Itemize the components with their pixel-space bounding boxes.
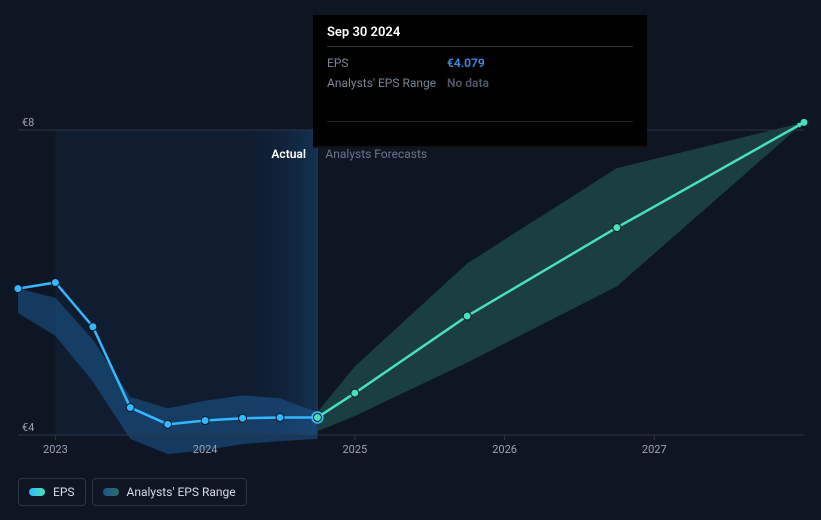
eps-marker[interactable]: [239, 414, 247, 422]
eps-marker[interactable]: [276, 413, 284, 421]
eps-marker[interactable]: [201, 417, 209, 425]
x-tick-label: 2023: [43, 443, 68, 456]
eps-marker[interactable]: [126, 404, 134, 412]
tooltip-divider: [327, 121, 633, 122]
tooltip-date: Sep 30 2024: [327, 25, 633, 47]
forecast-marker[interactable]: [613, 224, 621, 232]
forecast-marker[interactable]: [463, 312, 471, 320]
eps-marker[interactable]: [14, 285, 22, 293]
forecast-marker[interactable]: [313, 413, 321, 421]
tooltip-row: Analysts' EPS RangeNo data: [327, 73, 633, 93]
chart-tooltip: Sep 30 2024 EPS€4.079Analysts' EPS Range…: [313, 15, 647, 148]
chart-legend: EPS Analysts' EPS Range: [18, 478, 247, 506]
eps-chart: €4 €8 2023 2024 2025 2026 2027 Sep 30 2024 EPS…: [0, 0, 821, 520]
legend-swatch: [103, 488, 119, 496]
tooltip-row-label: Analysts' EPS Range: [327, 73, 447, 93]
forecast-marker[interactable]: [351, 389, 359, 397]
tooltip-row: EPS€4.079: [327, 53, 633, 73]
eps-marker[interactable]: [164, 420, 172, 428]
legend-label: Analysts' EPS Range: [127, 485, 236, 499]
legend-swatch: [29, 488, 45, 496]
x-tick-label: 2024: [193, 443, 218, 456]
legend-item-eps[interactable]: EPS: [18, 478, 86, 506]
eps-marker[interactable]: [89, 323, 97, 331]
x-tick-label: 2027: [642, 443, 667, 456]
tooltip-row-value: No data: [447, 73, 489, 93]
tooltip-row-label: EPS: [327, 53, 447, 73]
y-tick-label: €4: [22, 421, 34, 434]
legend-label: EPS: [53, 485, 75, 499]
region-label-actual: Actual: [271, 147, 306, 161]
x-tick-label: 2025: [342, 443, 367, 456]
eps-marker[interactable]: [51, 279, 59, 287]
tooltip-row-value: €4.079: [447, 53, 485, 73]
y-tick-label: €8: [22, 116, 34, 129]
region-label-forecast: Analysts Forecasts: [325, 147, 427, 161]
legend-item-range[interactable]: Analysts' EPS Range: [92, 478, 247, 506]
band-glow: [237, 130, 317, 435]
eps-range-forecast-area: [317, 122, 804, 431]
x-tick-label: 2026: [492, 443, 517, 456]
